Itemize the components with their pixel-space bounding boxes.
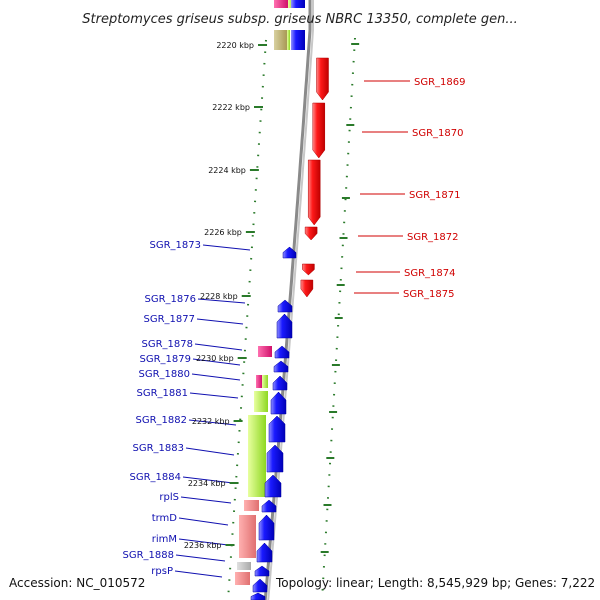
reverse-gene-label: SGR_1870 [412,128,464,139]
forward-gene-label: trmD [152,513,178,524]
annotation-block [274,30,287,50]
axis-tick-label: 2230 kbp [196,354,234,363]
forward-label-leader [196,318,244,325]
forward-gene-arrow [273,360,289,373]
forward-label-leader [178,538,229,546]
forward-label-leader [175,554,226,562]
forward-gene-arrow [258,514,275,541]
forward-gene-arrow [264,474,282,498]
annotation-block [254,391,268,412]
annotation-block [244,500,259,511]
forward-gene-arrow [254,565,270,577]
forward-gene-arrow [252,578,268,593]
forward-gene-label: SGR_1882 [136,415,188,426]
forward-gene-arrow [266,444,284,473]
axis-tick-label: 2222 kbp [212,103,250,112]
forward-gene-arrow [250,592,266,600]
forward-label-leader [180,496,232,504]
forward-gene-label: rpsP [151,566,173,577]
map-title: Streptomyces griseus subsp. griseus NBRC… [82,12,517,27]
genome-backbone [263,0,314,600]
reverse-gene-arrow [304,226,318,241]
forward-gene-arrow [261,499,277,513]
forward-label-leader [202,244,251,251]
backbone-strand-outer [263,0,312,600]
gene-labels: SGR_1869 SGR_1870 SGR_1871 SGR_1872 SGR_1874… [123,77,466,577]
forward-gene-label: SGR_1880 [139,369,191,380]
annotation-block [287,30,290,50]
reverse-gene-arrow [307,159,321,226]
forward-label-leader [182,476,234,484]
forward-label-leader [174,570,223,578]
top-partial-feature [291,0,305,8]
forward-label-leader [191,373,241,381]
axis-tick-label: 2234 kbp [188,479,226,488]
forward-gene-label: SGR_1877 [144,314,196,325]
forward-label-leader [197,298,246,304]
reverse-gene-arrow [312,102,326,159]
axis-tick-label: 2226 kbp [204,228,242,237]
reverse-gene-arrow [300,279,314,298]
forward-gene-arrow [277,299,293,313]
gene-features [250,0,329,600]
reverse-gene-label: SGR_1869 [414,77,466,88]
annotation-block [237,562,251,570]
forward-gene-label: SGR_1881 [137,388,189,399]
forward-gene-arrow [274,345,290,359]
backbone-strand-inner [267,0,314,600]
annotation-column [235,30,290,585]
reverse-gene-label: SGR_1871 [409,190,461,201]
forward-gene-arrow [268,415,286,443]
forward-gene-arrow [270,391,287,415]
forward-label-leader [189,392,239,399]
forward-label-leader [192,358,241,366]
forward-gene-label: SGR_1878 [142,339,194,350]
forward-label-leader [178,517,229,526]
forward-gene-arrow [272,375,288,391]
reverse-gene-label: SGR_1875 [403,289,455,300]
axis-tick-label: 2236 kbp [184,541,222,550]
annotation-block [262,375,268,388]
accession-text: Accession: NC_010572 [9,576,145,590]
annotation-block [256,375,262,388]
annotation-block [258,346,272,357]
forward-gene-block [291,30,305,50]
top-partial-feature [274,0,288,8]
kbp-axis: 2220 kbp 2222 kbp 2224 kbp 2226 kbp 2228 kbp… [184,41,268,550]
reverse-gene-label: SGR_1874 [404,268,456,279]
label-leaders [174,80,410,578]
reverse-gene-label: SGR_1872 [407,232,459,243]
forward-gene-label: SGR_1883 [133,443,185,454]
forward-label-leader [194,343,243,351]
forward-gene-label: SGR_1873 [150,240,202,251]
axis-tick-label: 2232 kbp [192,417,230,426]
annotation-block [248,415,266,497]
axis-tick-label: 2228 kbp [200,292,238,301]
summary-text: Topology: linear; Length: 8,545,929 bp; … [275,576,595,590]
axis-tick-label: 2224 kbp [208,166,246,175]
forward-gene-label: SGR_1879 [140,354,192,365]
forward-gene-label: SGR_1888 [123,550,175,561]
forward-gene-arrow [282,246,297,259]
forward-gene-label: rplS [159,492,179,503]
forward-label-leader [185,447,235,456]
forward-gene-arrow [276,313,293,339]
reverse-gene-arrow [316,57,329,101]
forward-gene-label: SGR_1884 [130,472,182,483]
guide-lines [227,37,360,600]
reverse-gene-arrow [302,263,315,276]
annotation-block [235,572,250,585]
axis-tick-label: 2220 kbp [216,41,254,50]
forward-gene-label: SGR_1876 [145,294,197,305]
forward-label-leader [188,419,237,426]
forward-gene-label: rimM [152,534,177,545]
annotation-block [239,515,256,558]
forward-gene-arrow [256,542,273,563]
